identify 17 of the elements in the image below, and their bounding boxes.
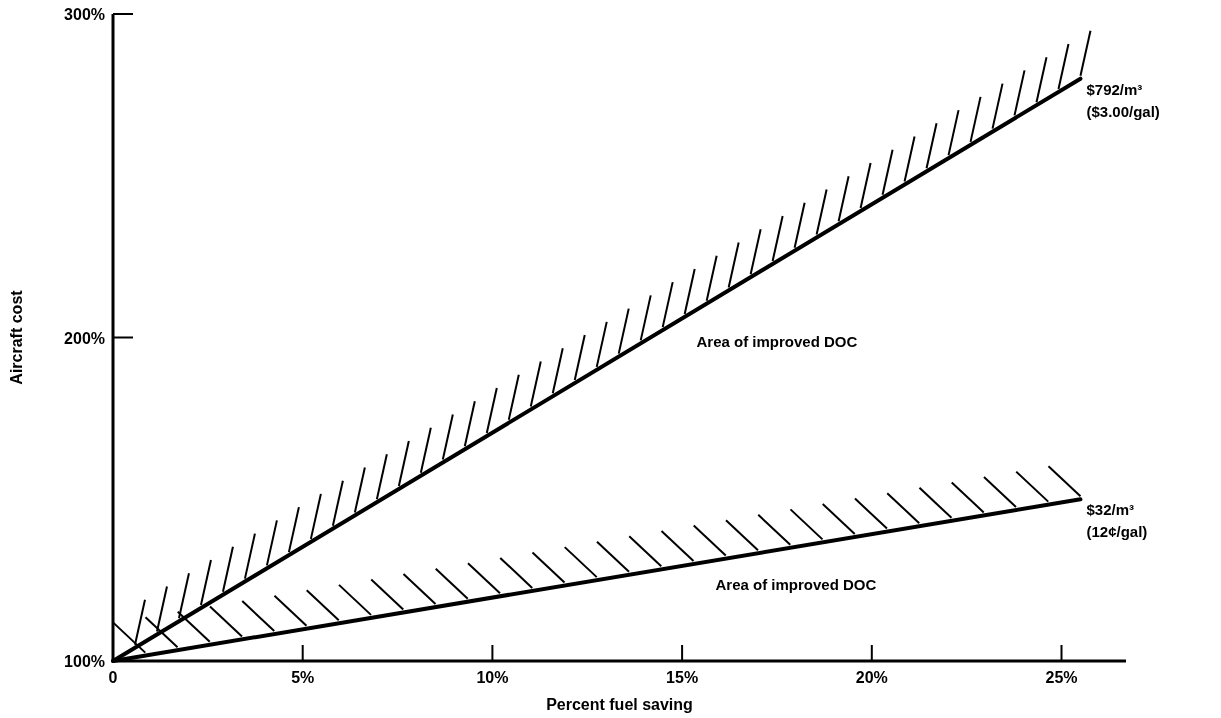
y-tick-label: 300% [64, 6, 105, 23]
x-axis-title: Percent fuel saving [546, 696, 693, 713]
annotation: $792/m³ [1086, 80, 1143, 98]
annotation: ($3.00/gal) [1086, 102, 1160, 120]
x-tick-label: 5% [291, 669, 315, 686]
y-tick-label: 200% [64, 329, 105, 347]
x-tick-label: 15% [666, 669, 699, 686]
annotation: Area of improved DOC [715, 575, 877, 593]
y-axis-title: Aircraft cost [8, 289, 25, 385]
annotation: $32/m³ [1086, 501, 1134, 519]
x-tick-label: 20% [855, 669, 888, 686]
y-tick-label: 100% [64, 653, 105, 670]
x-tick-label: 10% [476, 669, 509, 686]
annotation: Area of improved DOC [696, 333, 858, 351]
annotation: (12¢/gal) [1086, 523, 1148, 541]
x-tick-label: 25% [1045, 669, 1078, 686]
x-tick-label: 0 [108, 669, 118, 686]
